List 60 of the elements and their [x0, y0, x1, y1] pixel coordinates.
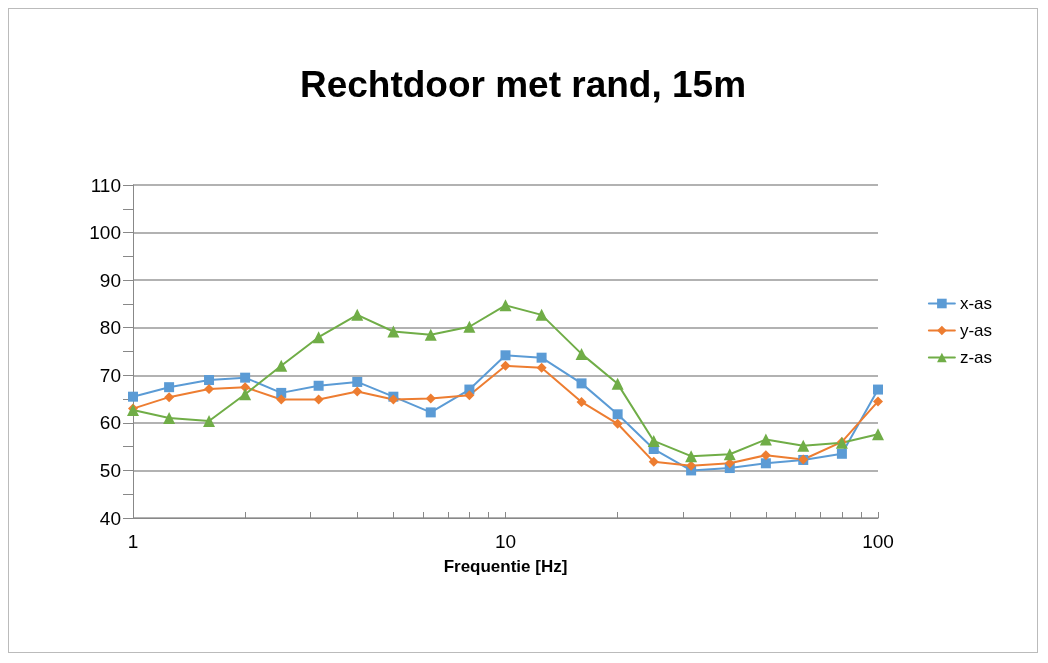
point: [352, 376, 363, 387]
point: [797, 439, 810, 452]
point: [836, 448, 847, 459]
point: [760, 458, 771, 469]
point: [425, 393, 436, 404]
point: [612, 418, 623, 429]
point: [685, 450, 698, 463]
point: [611, 377, 624, 390]
point: [464, 390, 475, 401]
point: [425, 407, 436, 418]
point: [760, 450, 771, 461]
x-axis-title: Frequentie [Hz]: [443, 557, 568, 576]
point: [313, 380, 324, 391]
point: [648, 456, 659, 467]
point: [128, 391, 138, 402]
point: [535, 308, 548, 321]
y-tick-label: 70: [99, 364, 121, 386]
point: [576, 378, 587, 389]
point: [164, 382, 175, 393]
point: [575, 347, 588, 360]
point: [351, 308, 364, 321]
point: [275, 359, 288, 372]
point: [500, 350, 511, 361]
legend-label: z-as: [959, 348, 993, 367]
point: [576, 396, 587, 407]
y-tick-label: 50: [99, 459, 121, 481]
point: [723, 448, 736, 461]
point: [313, 394, 324, 405]
y-tick-label: 80: [99, 317, 121, 339]
legend-label: y-as: [959, 321, 993, 340]
point: [873, 384, 883, 395]
y-tick-label: 100: [89, 222, 121, 244]
point: [500, 360, 511, 371]
y-tick-label: 90: [99, 269, 121, 291]
point: [352, 386, 363, 397]
point: [312, 331, 325, 344]
point: [240, 372, 251, 383]
point: [873, 396, 883, 407]
point: [499, 299, 512, 312]
chart-title: Rechtdoor met rand, 15m: [299, 64, 747, 105]
legend-label: x-as: [959, 294, 993, 313]
point: [759, 433, 772, 446]
point: [536, 362, 547, 373]
point: [647, 434, 660, 447]
x-tick-label: 10: [494, 531, 517, 552]
point: [387, 325, 400, 338]
point: [536, 352, 547, 363]
x-tick-label: 100: [862, 531, 894, 552]
point: [239, 388, 252, 401]
y-tick-label: 40: [99, 507, 121, 529]
y-tick-label: 110: [90, 174, 121, 196]
y-tick-label: 60: [99, 412, 121, 434]
point: [424, 328, 437, 341]
point: [463, 320, 476, 333]
point: [872, 428, 884, 441]
point: [163, 412, 176, 425]
point: [612, 409, 623, 420]
point: [276, 394, 287, 405]
x-tick-label: 1: [127, 531, 139, 552]
point: [164, 392, 175, 403]
